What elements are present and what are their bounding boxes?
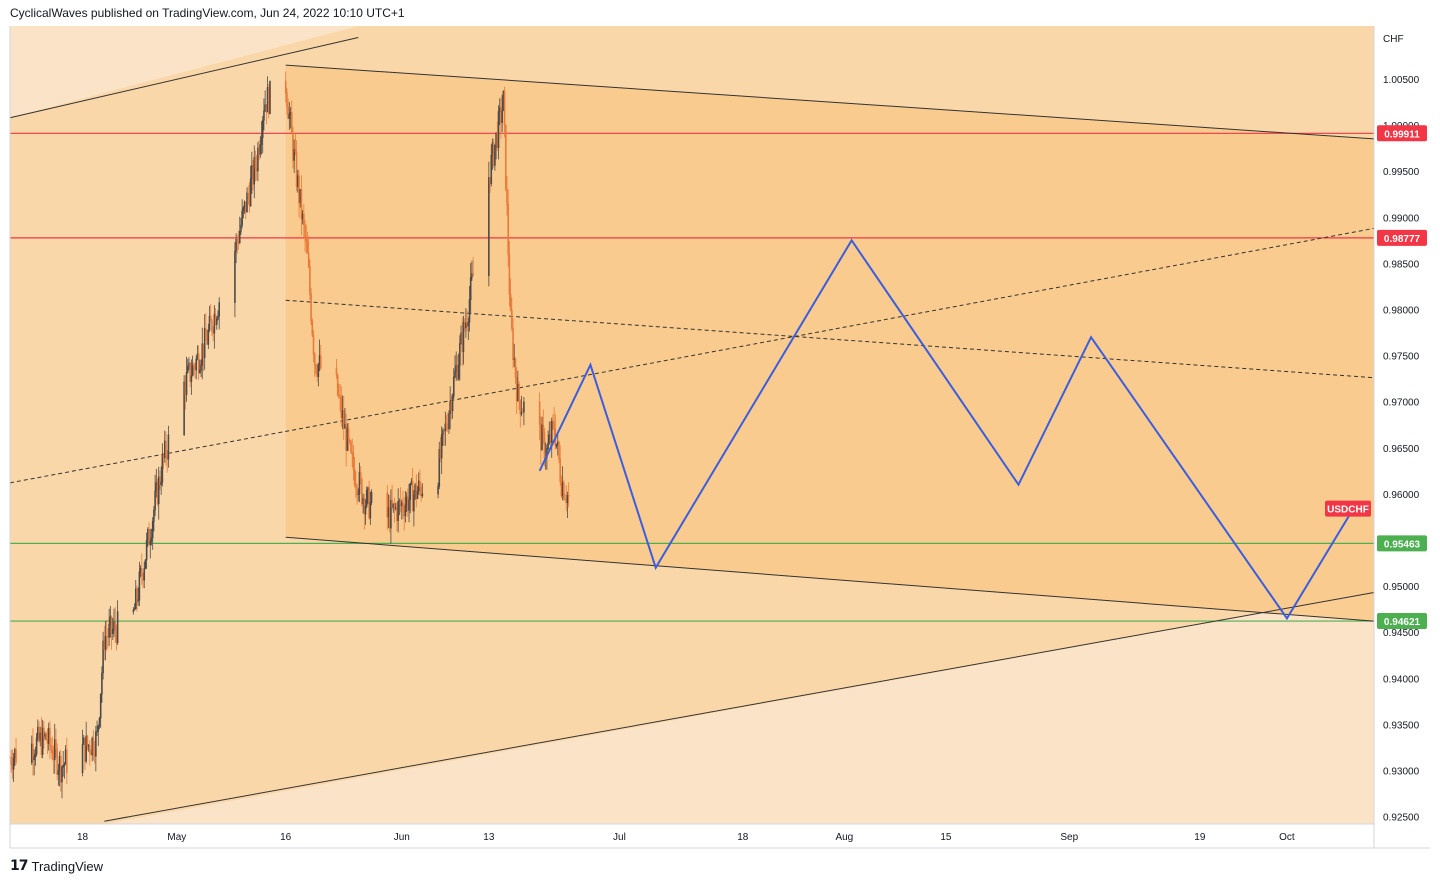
solid-trend-line[interactable] <box>9 37 359 119</box>
price-tag-label: 0.99911 <box>1384 129 1420 140</box>
y-tick-label: 0.96500 <box>1383 444 1420 455</box>
symbol-tag <box>1325 500 1371 517</box>
y-tick-label: 0.97500 <box>1383 352 1420 363</box>
publish-header: CyclicalWaves published on TradingView.c… <box>10 6 405 20</box>
projection-path[interactable] <box>538 238 1354 621</box>
y-tick-label: 0.99000 <box>1383 213 1420 224</box>
x-tick-label: Jul <box>613 832 626 843</box>
x-tick-label: 18 <box>737 832 749 843</box>
resistance-price-tag <box>1377 229 1427 246</box>
chart-axes: CHF1.005001.000000.995000.990000.985000.… <box>9 26 1430 849</box>
symbol-tag-label: USDCHF <box>1327 505 1369 516</box>
x-tick-label: Jun <box>394 832 410 843</box>
x-tick-label: 18 <box>77 832 89 843</box>
x-tick-label: 13 <box>483 832 495 843</box>
x-tick-label: May <box>167 832 186 843</box>
solid-trend-line[interactable] <box>104 592 1375 822</box>
horizontal-levels <box>10 132 1374 622</box>
support-price-tag <box>1377 613 1427 630</box>
solid-trend-line[interactable] <box>285 536 1375 622</box>
x-tick-label: Oct <box>1279 832 1295 843</box>
resistance-price-tag <box>1377 125 1427 142</box>
trend-lines[interactable] <box>9 37 1375 822</box>
price-tag-label: 0.95463 <box>1384 539 1421 550</box>
tradingview-logo[interactable]: 17 TradingView <box>10 858 103 874</box>
y-tick-label: 0.92500 <box>1383 813 1420 824</box>
y-tick-label: 0.93500 <box>1383 720 1420 731</box>
price-tag-label: 0.98777 <box>1384 234 1421 245</box>
currency-label: CHF <box>1383 34 1404 45</box>
y-tick-label: 0.99500 <box>1383 167 1420 178</box>
x-tick-label: 15 <box>940 832 952 843</box>
y-tick-label: 0.98000 <box>1383 306 1420 317</box>
price-tags: 0.99911 0.98777 0.95463 0.94621 USDCHF <box>1325 125 1427 630</box>
support-price-tag <box>1377 535 1427 552</box>
y-tick-label: 0.95000 <box>1383 582 1420 593</box>
candle-series <box>9 71 570 799</box>
x-tick-label: 19 <box>1194 832 1206 843</box>
y-tick-label: 1.00500 <box>1383 75 1420 86</box>
y-tick-label: 0.93000 <box>1383 767 1420 778</box>
x-tick-label: 16 <box>280 832 292 843</box>
channel-zone <box>285 65 1374 622</box>
x-tick-label: Sep <box>1060 832 1078 843</box>
wave-projection[interactable] <box>538 238 1354 621</box>
dashed-trend-line[interactable] <box>9 227 1375 484</box>
solid-trend-line[interactable] <box>285 64 1375 140</box>
y-tick-label: 0.97000 <box>1383 398 1420 409</box>
y-tick-label: 0.94500 <box>1383 628 1420 639</box>
y-tick-label: 0.96000 <box>1383 490 1420 501</box>
y-tick-label: 0.98500 <box>1383 259 1420 270</box>
x-tick-label: Aug <box>835 832 853 843</box>
tradingview-logo-icon: 17 <box>10 858 29 874</box>
price-tag-label: 0.94621 <box>1384 617 1421 628</box>
y-tick-label: 0.94000 <box>1383 674 1420 685</box>
tradingview-brand: TradingView <box>31 858 104 874</box>
background-zones <box>10 26 1374 824</box>
